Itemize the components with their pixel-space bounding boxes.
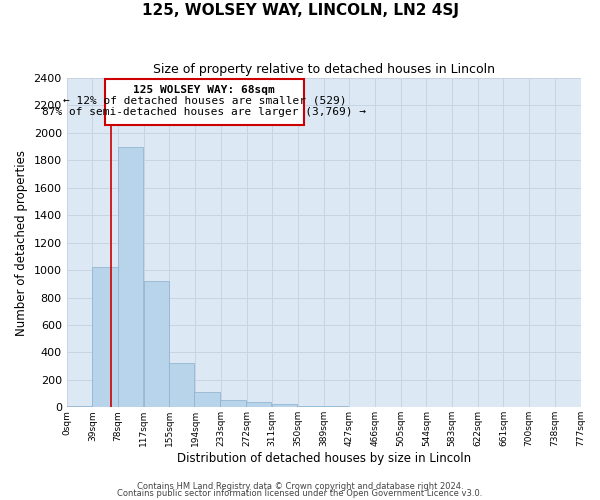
Bar: [272, 404, 297, 407]
Text: Contains public sector information licensed under the Open Government Licence v3: Contains public sector information licen…: [118, 490, 482, 498]
Bar: [297, 406, 323, 407]
Bar: [323, 406, 348, 407]
Bar: [144, 281, 169, 407]
Text: 87% of semi-detached houses are larger (3,769) →: 87% of semi-detached houses are larger (…: [43, 107, 367, 117]
Bar: [246, 402, 271, 407]
Bar: [194, 392, 220, 407]
Bar: [220, 400, 245, 407]
Bar: [92, 268, 118, 408]
Text: ← 12% of detached houses are smaller (529): ← 12% of detached houses are smaller (52…: [62, 96, 346, 106]
Bar: [67, 406, 92, 407]
FancyBboxPatch shape: [105, 80, 304, 124]
Text: Contains HM Land Registry data © Crown copyright and database right 2024.: Contains HM Land Registry data © Crown c…: [137, 482, 463, 491]
Y-axis label: Number of detached properties: Number of detached properties: [15, 150, 28, 336]
X-axis label: Distribution of detached houses by size in Lincoln: Distribution of detached houses by size …: [176, 452, 470, 465]
Text: 125, WOLSEY WAY, LINCOLN, LN2 4SJ: 125, WOLSEY WAY, LINCOLN, LN2 4SJ: [142, 2, 458, 18]
Bar: [169, 362, 194, 408]
Bar: [118, 146, 143, 408]
Title: Size of property relative to detached houses in Lincoln: Size of property relative to detached ho…: [152, 62, 494, 76]
Text: 125 WOLSEY WAY: 68sqm: 125 WOLSEY WAY: 68sqm: [133, 84, 275, 94]
